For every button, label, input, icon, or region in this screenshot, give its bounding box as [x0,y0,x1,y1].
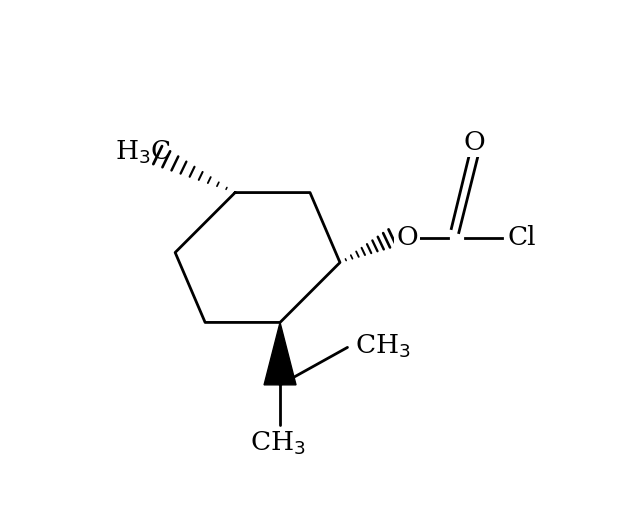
Polygon shape [264,322,296,385]
Text: O: O [397,225,419,250]
Text: Cl: Cl [508,225,536,250]
Text: CH$_3$: CH$_3$ [355,333,411,360]
Text: CH$_3$: CH$_3$ [250,430,305,457]
Text: O: O [464,130,486,155]
Text: H$_3$C: H$_3$C [115,139,172,166]
